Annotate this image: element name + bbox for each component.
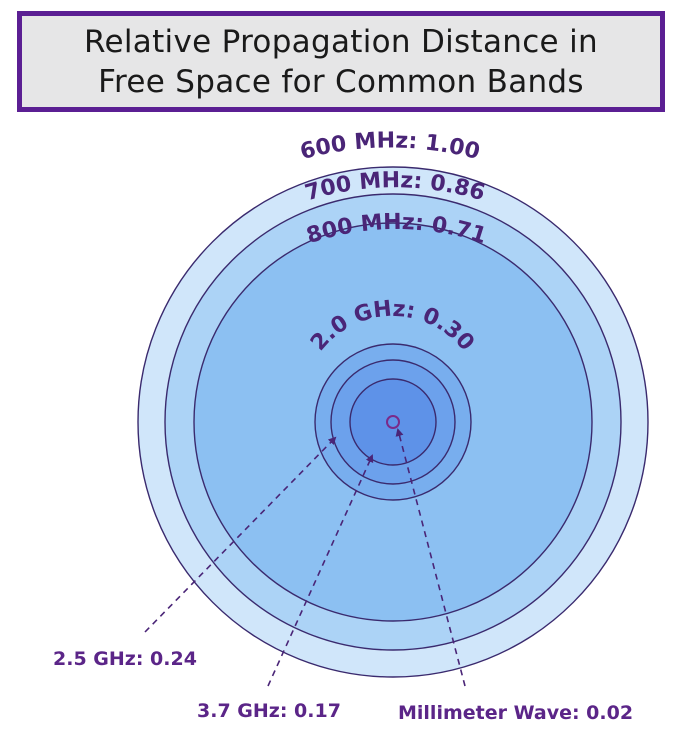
- label-3-7ghz: 3.7 GHz: 0.17: [197, 700, 341, 722]
- ring-millimeter-wave: [386, 415, 400, 429]
- ring-3-7-ghz: [349, 378, 437, 466]
- arrow-2-5ghz: [144, 436, 337, 633]
- title-line-1: Relative Propagation Distance in: [84, 23, 598, 60]
- label-2-5ghz: 2.5 GHz: 0.24: [53, 648, 197, 670]
- arrow-3-7ghz: [267, 454, 374, 687]
- label-millimeter-wave: Millimeter Wave: 0.02: [398, 702, 634, 724]
- arrow-millimeter-wave: [395, 428, 466, 687]
- title-line-2: Free Space for Common Bands: [98, 63, 584, 100]
- label-600mhz: 600 MHz: 1.00: [298, 128, 483, 165]
- title-box: Relative Propagation Distance in Free Sp…: [17, 11, 665, 112]
